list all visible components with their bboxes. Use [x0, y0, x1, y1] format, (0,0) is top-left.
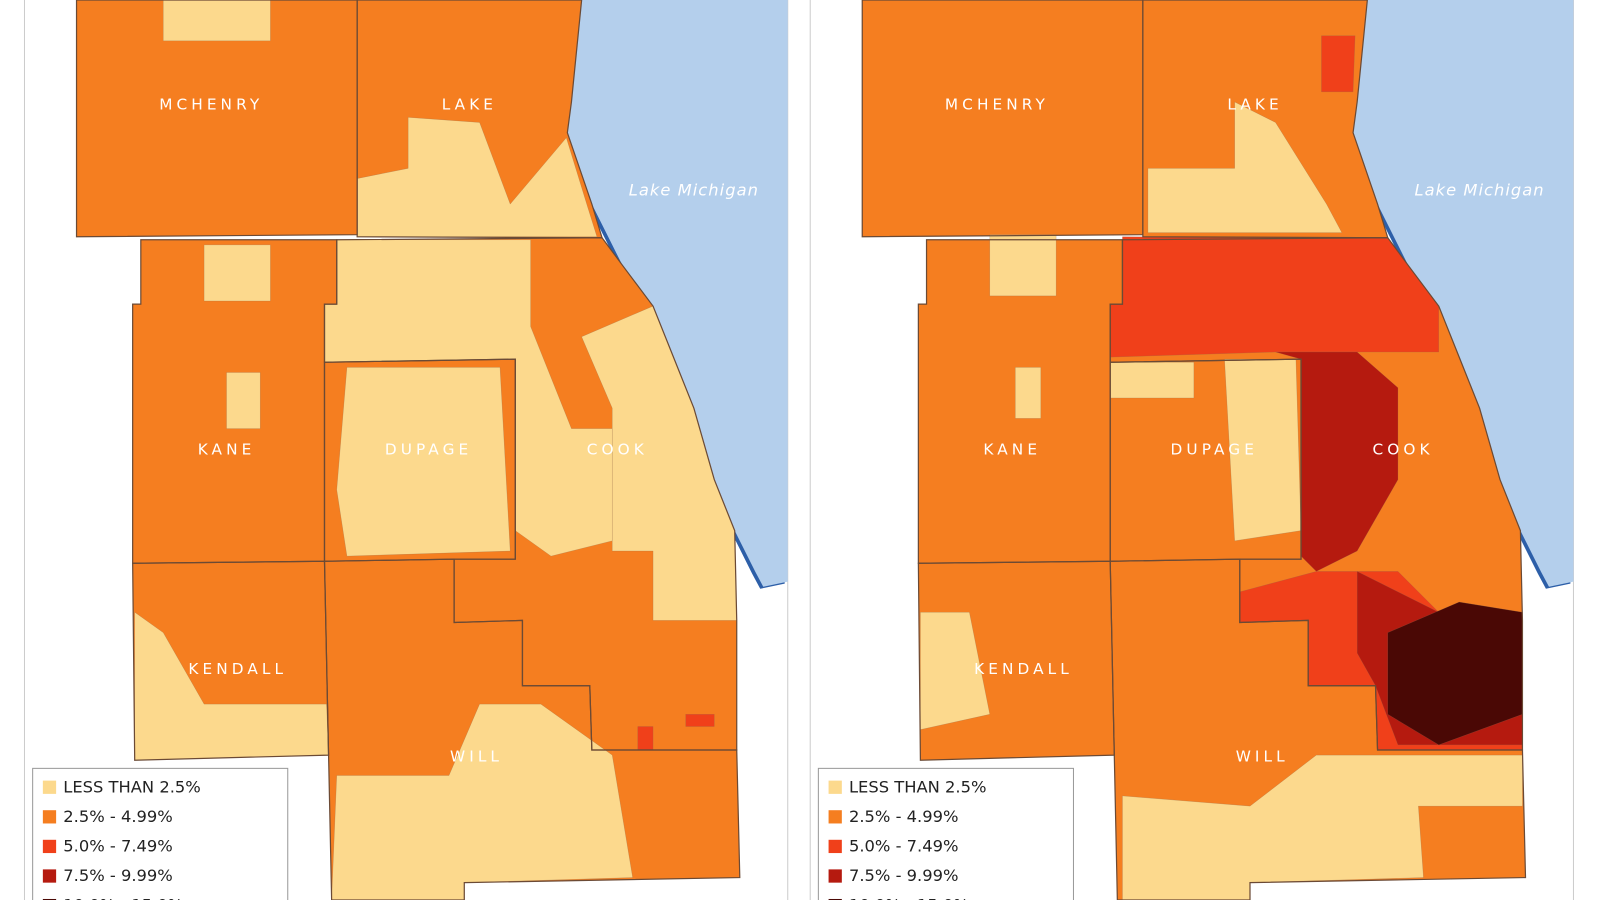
county-label: KENDALL — [974, 660, 1073, 678]
class-area — [1110, 236, 1439, 358]
county-label: WILL — [1236, 748, 1289, 766]
legend-label: 10.0% - 15.0% — [63, 896, 183, 900]
class-area — [1147, 101, 1343, 233]
legend-label: 10.0% - 15.0% — [849, 896, 969, 900]
class-area — [1122, 754, 1523, 900]
county-label: DUPAGE — [385, 441, 472, 459]
county-border — [1109, 558, 1527, 900]
legend-label: 5.0% - 7.49% — [849, 836, 959, 855]
legend-swatch — [42, 810, 57, 824]
legend-label: 7.5% - 9.99% — [63, 866, 173, 885]
county-label: LAKE — [442, 96, 497, 114]
county-label: MCHENRY — [945, 96, 1049, 114]
class-area — [1110, 362, 1195, 399]
county-label: WILL — [450, 748, 503, 766]
class-area — [203, 244, 271, 302]
county-border — [323, 558, 741, 900]
class-area — [226, 372, 261, 429]
class-area — [685, 714, 715, 727]
legend-box — [32, 767, 289, 900]
class-area — [920, 612, 991, 730]
legend-swatch — [828, 810, 842, 824]
class-area — [336, 367, 511, 557]
county-label: KENDALL — [188, 660, 287, 678]
county-border — [1142, 0, 1389, 239]
map-panel: MCHENRY LAKE KANE DUPAGE COOK KENDALL WILL Lake… — [809, 0, 1574, 900]
legend-swatch — [42, 869, 57, 883]
county-border — [356, 0, 603, 239]
legend-label: LESS THAN 2.5% — [849, 777, 987, 796]
county-label: LAKE — [1227, 96, 1282, 114]
legend-swatch — [42, 839, 57, 854]
county-area — [76, 0, 358, 237]
class-area — [1321, 35, 1356, 93]
legend-label: 5.0% - 7.49% — [63, 836, 173, 855]
county-label: DUPAGE — [1171, 441, 1258, 459]
lake-label: Lake Michigan — [1415, 180, 1545, 199]
class-area — [637, 726, 654, 751]
county-label: KANE — [983, 441, 1041, 459]
legend-swatch — [828, 780, 842, 794]
county-area — [862, 0, 1143, 237]
legend-swatch — [42, 780, 57, 794]
county-label: MCHENRY — [159, 96, 263, 114]
class-area — [331, 703, 633, 900]
lake-label: Lake Michigan — [629, 180, 759, 199]
legend-label: LESS THAN 2.5% — [63, 777, 201, 796]
class-area — [989, 234, 1057, 297]
legend-label: 2.5% - 4.99% — [63, 807, 173, 826]
legend-swatch — [828, 898, 842, 900]
map-panel: MCHENRY LAKE KANE DUPAGE COOK KENDALL WILL Lake… — [23, 0, 789, 900]
legend-swatch — [828, 839, 842, 854]
legend-swatch — [828, 869, 842, 883]
county-label: COOK — [1372, 441, 1433, 459]
lake — [567, 0, 788, 587]
lake — [1353, 0, 1574, 587]
legend-label: 2.5% - 4.99% — [849, 807, 959, 826]
class-area — [1015, 367, 1042, 419]
legend-box — [817, 767, 1074, 900]
legend-swatch — [42, 898, 57, 900]
legend-label: 7.5% - 9.99% — [849, 866, 959, 885]
county-label: COOK — [587, 441, 648, 459]
class-area — [163, 0, 271, 42]
county-label: KANE — [198, 441, 256, 459]
